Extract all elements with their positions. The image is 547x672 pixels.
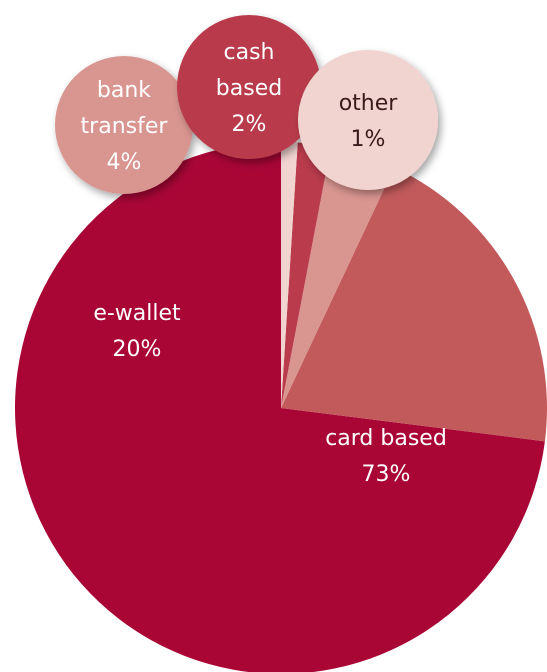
slice-label-card-based: card based 73% [325,426,447,487]
pie-slice-card-based [15,142,545,672]
slice-label-cash-based: cash based 2% [216,40,282,137]
slice-label-e-wallet: e-wallet 20% [93,301,181,362]
slice-name-label: card based [325,426,447,451]
pie-slice-other [281,142,298,408]
slice-name-label: other [339,91,399,116]
slice-name-label: bank [97,78,151,103]
pie-slice-bank-transfer [281,146,395,408]
slice-name-label: e-wallet [93,301,181,326]
slice-value-label: 73% [362,462,411,487]
slice-label-other: other 1% [339,91,399,152]
callout-bubble-bank-transfer [55,56,193,194]
pie-slices [15,142,547,672]
callout-bubble-cash-based [177,15,321,159]
pie-slice-e-wallet [281,167,547,442]
slice-value-label: 20% [113,337,162,362]
pie-slice-cash-based [281,142,331,408]
slice-name-label: transfer [81,114,169,139]
slice-name-label: cash [224,40,275,65]
slice-label-bank-transfer: bank transfer 4% [81,78,169,175]
callout-bubble-other [298,50,438,190]
slice-labels: card based 73% e-wallet 20% bank transfer 4% ca… [81,40,447,487]
slice-value-label: 1% [351,127,386,152]
slice-value-label: 4% [107,150,142,175]
slice-name-label: based [216,76,282,101]
callout-bubbles [55,15,438,194]
slice-value-label: 2% [232,112,267,137]
